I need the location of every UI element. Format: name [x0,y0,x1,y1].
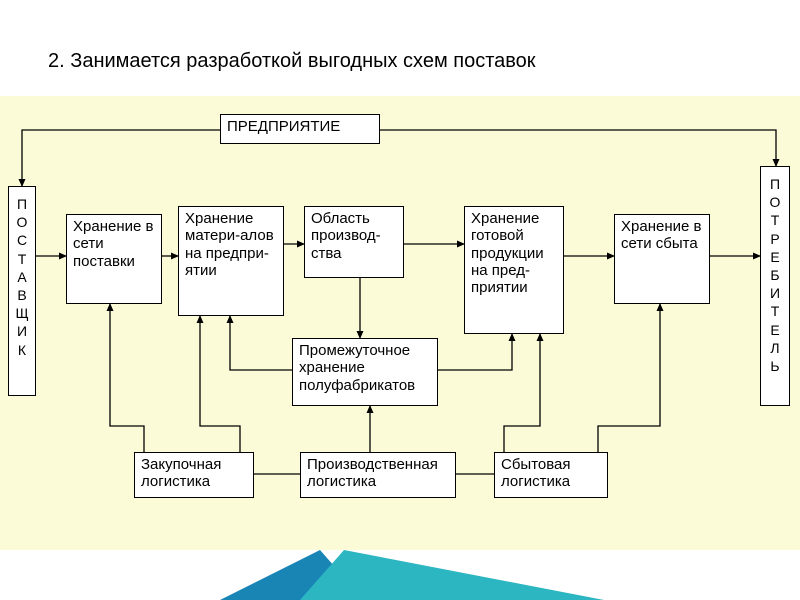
node-enterprise: ПРЕДПРИЯТИЕ [220,114,380,144]
node-store_mat: Хранение матери-алов на предпри-ятии [178,206,284,316]
page-title: 2. Занимается разработкой выгодных схем … [48,50,536,73]
node-store_fg: Хранение готовой продукции на пред-прият… [464,206,564,334]
diagram-canvas: ПРЕДПРИЯТИЕ ПОСТАВЩИК ПОТРЕБИТЕЛЬ Хранение … [0,96,800,600]
node-intermediate: Промежуточное хранение полуфабрикатов [292,338,438,406]
node-store_supply: Хранение в сети поставки [66,214,162,304]
node-log_sales: Сбытовая логистика [494,452,608,498]
node-supplier: ПОСТАВЩИК [8,186,36,396]
decoration-triangle-teal [300,550,604,600]
node-store_sales: Хранение в сети сбыта [614,214,710,304]
node-log_purchase: Закупочная логистика [134,452,254,498]
node-log_prod: Производственная логистика [300,452,456,498]
node-prod_area: Область производ-ства [304,206,404,278]
node-consumer: ПОТРЕБИТЕЛЬ [760,166,790,406]
